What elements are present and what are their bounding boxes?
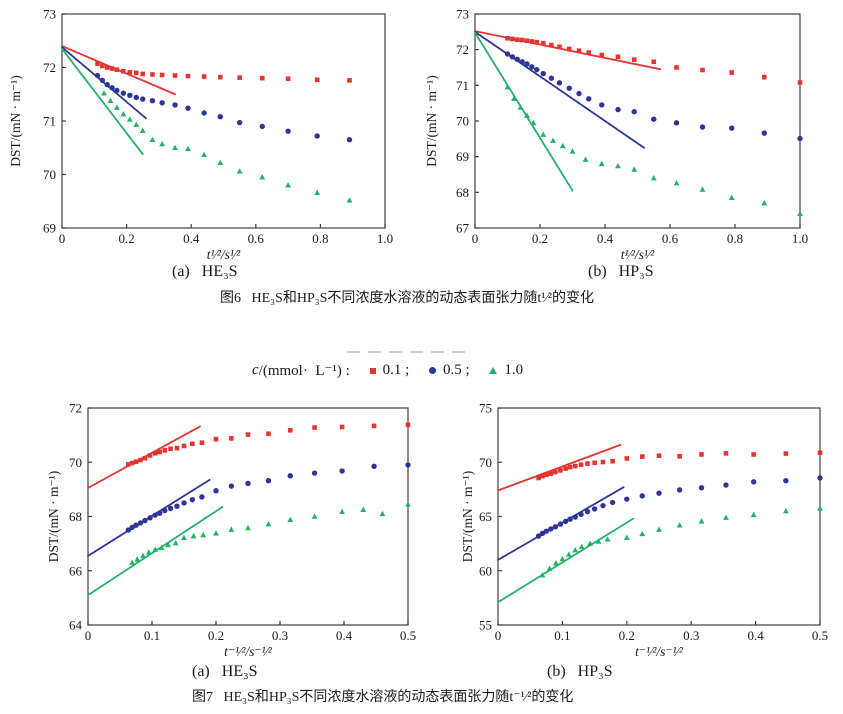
print-artifact [347, 351, 465, 353]
svg-text:70: 70 [456, 114, 469, 129]
svg-text:71: 71 [43, 114, 56, 129]
legend-triangle-marker-icon [489, 367, 498, 374]
chart-fig6b-hp3s: 0 0.2 0.4 0.6 0.8 1.0 67 68 69 70 71 72 73 t¹⁄²/s¹⁄² D… [424, 7, 808, 263]
svg-text:73: 73 [43, 7, 56, 22]
svg-text:0: 0 [85, 628, 92, 643]
svg-text:0: 0 [495, 628, 502, 643]
svg-text:0.8: 0.8 [727, 231, 743, 246]
svg-text:t¹⁄²/s¹⁄²: t¹⁄²/s¹⁄² [621, 247, 655, 262]
fig7-panel-a-label: (a) HE₃S [192, 663, 258, 680]
svg-text:55: 55 [479, 618, 492, 633]
svg-text:73: 73 [456, 7, 469, 22]
svg-text:0.5: 0.5 [812, 628, 828, 643]
svg-text:0.4: 0.4 [336, 628, 353, 643]
svg-text:64: 64 [69, 618, 83, 633]
svg-text:66: 66 [69, 563, 83, 578]
svg-text:0.2: 0.2 [208, 628, 224, 643]
svg-text:0.5: 0.5 [400, 628, 416, 643]
svg-text:DST/(mN · m⁻¹): DST/(mN · m⁻¹) [460, 471, 475, 562]
chart-fig7b-hp3s: 0 0.1 0.2 0.3 0.4 0.5 55 60 65 70 75 t⁻¹⁄²/s⁻¹⁄² DST… [460, 401, 828, 660]
svg-text:71: 71 [456, 78, 469, 93]
legend-separator: ; [401, 362, 413, 378]
svg-text:69: 69 [43, 221, 56, 236]
svg-text:68: 68 [69, 509, 82, 524]
svg-text:72: 72 [43, 60, 56, 75]
svg-text:70: 70 [69, 455, 82, 470]
svg-text:0.4: 0.4 [183, 231, 200, 246]
svg-text:0.2: 0.2 [532, 231, 548, 246]
svg-text:67: 67 [456, 221, 470, 236]
legend-value-1-0: 1.0 [504, 362, 524, 378]
svg-text:t⁻¹⁄²/s⁻¹⁄²: t⁻¹⁄²/s⁻¹⁄² [224, 644, 273, 659]
svg-text:0.2: 0.2 [118, 231, 134, 246]
legend-value-0-1: 0.1 [382, 362, 402, 378]
legend-prefix: /(mmol· L⁻¹) : [258, 363, 354, 379]
svg-text:0.1: 0.1 [144, 628, 160, 643]
svg-text:0.2: 0.2 [619, 628, 635, 643]
svg-text:72: 72 [456, 42, 469, 57]
legend-separator: ; [461, 362, 474, 378]
concentration-legend: c/(mmol· L⁻¹) : 0.1 ; 0.5 ; 1.0 [252, 361, 523, 380]
chart-fig7a-he3s: 0 0.1 0.2 0.3 0.4 0.5 64 66 68 70 72 t⁻¹⁄²/s⁻¹⁄² DST… [46, 401, 416, 660]
fig7-panel-b-label: (b) HP₃S [547, 663, 613, 680]
svg-text:0.3: 0.3 [683, 628, 699, 643]
svg-text:DST/(mN · m⁻¹): DST/(mN · m⁻¹) [46, 471, 61, 562]
svg-text:t¹⁄²/s¹⁄²: t¹⁄²/s¹⁄² [207, 247, 241, 262]
svg-text:70: 70 [479, 455, 492, 470]
fig6-panel-a-label: (a) HE₃S [172, 263, 238, 280]
svg-text:0.1: 0.1 [554, 628, 570, 643]
fig6-caption: 图6 HE₃S和HP₃S不同浓度水溶液的动态表面张力随t¹⁄²的变化 [220, 291, 595, 306]
svg-text:t⁻¹⁄²/s⁻¹⁄²: t⁻¹⁄²/s⁻¹⁄² [635, 644, 684, 659]
svg-text:0.8: 0.8 [312, 231, 328, 246]
legend-c-symbol: c [252, 362, 259, 378]
svg-text:0.3: 0.3 [272, 628, 288, 643]
fig7-caption: 图7 HE₃S和HP₃S不同浓度水溶液的动态表面张力随t⁻¹⁄²的变化 [192, 690, 574, 705]
svg-text:69: 69 [456, 149, 469, 164]
svg-text:60: 60 [479, 563, 492, 578]
svg-text:0: 0 [472, 231, 479, 246]
svg-text:1.0: 1.0 [377, 231, 393, 246]
svg-text:70: 70 [43, 167, 56, 182]
svg-text:72: 72 [69, 401, 82, 416]
legend-square-marker-icon [369, 367, 376, 374]
svg-text:0.4: 0.4 [747, 628, 764, 643]
svg-text:0.6: 0.6 [662, 231, 679, 246]
svg-text:0.6: 0.6 [248, 231, 265, 246]
svg-text:68: 68 [456, 185, 469, 200]
svg-text:0.4: 0.4 [597, 231, 614, 246]
svg-text:0: 0 [59, 231, 66, 246]
svg-text:1.0: 1.0 [792, 231, 808, 246]
svg-text:DST/(mN · m⁻¹): DST/(mN · m⁻¹) [8, 75, 23, 166]
svg-text:65: 65 [479, 509, 492, 524]
svg-text:75: 75 [479, 401, 492, 416]
legend-circle-marker-icon [429, 367, 436, 374]
svg-text:DST/(mN · m⁻¹): DST/(mN · m⁻¹) [424, 75, 439, 166]
fig6-panel-b-label: (b) HP₃S [588, 263, 654, 280]
legend-value-0-5: 0.5 [443, 362, 462, 378]
chart-fig6a-he3s: 0 0.2 0.4 0.6 0.8 1.0 69 70 71 72 73 t¹⁄²/s¹⁄² DST/(… [8, 7, 393, 263]
